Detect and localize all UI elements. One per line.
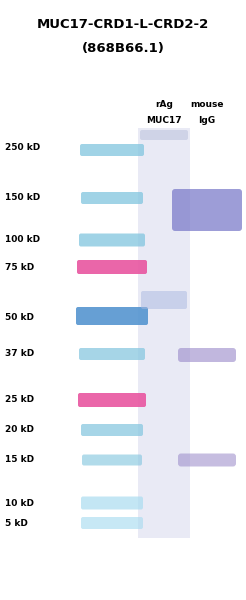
FancyBboxPatch shape — [178, 454, 236, 467]
Text: 37 kD: 37 kD — [5, 349, 34, 358]
FancyBboxPatch shape — [76, 307, 148, 325]
Text: 75 kD: 75 kD — [5, 263, 34, 271]
Text: (868B66.1): (868B66.1) — [82, 42, 164, 55]
FancyBboxPatch shape — [79, 348, 145, 360]
FancyBboxPatch shape — [77, 260, 147, 274]
FancyBboxPatch shape — [81, 424, 143, 436]
FancyBboxPatch shape — [78, 393, 146, 407]
Text: 100 kD: 100 kD — [5, 235, 40, 245]
FancyBboxPatch shape — [81, 497, 143, 509]
Text: IgG: IgG — [199, 116, 215, 125]
FancyBboxPatch shape — [178, 348, 236, 362]
FancyBboxPatch shape — [172, 189, 242, 231]
Text: 150 kD: 150 kD — [5, 193, 40, 202]
Text: 5 kD: 5 kD — [5, 518, 28, 527]
Text: 25 kD: 25 kD — [5, 395, 34, 404]
FancyBboxPatch shape — [141, 291, 187, 309]
Text: 50 kD: 50 kD — [5, 313, 34, 323]
Text: MUC17-CRD1-L-CRD2-2: MUC17-CRD1-L-CRD2-2 — [37, 18, 209, 31]
Text: mouse: mouse — [190, 100, 224, 109]
Text: 10 kD: 10 kD — [5, 499, 34, 508]
Text: 250 kD: 250 kD — [5, 143, 40, 152]
FancyBboxPatch shape — [80, 144, 144, 156]
Text: 15 kD: 15 kD — [5, 455, 34, 464]
Bar — [138, 128, 190, 538]
FancyBboxPatch shape — [140, 130, 188, 140]
Text: rAg: rAg — [155, 100, 173, 109]
Text: MUC17: MUC17 — [146, 116, 182, 125]
FancyBboxPatch shape — [82, 455, 142, 466]
FancyBboxPatch shape — [81, 192, 143, 204]
FancyBboxPatch shape — [79, 233, 145, 247]
Text: 20 kD: 20 kD — [5, 425, 34, 434]
FancyBboxPatch shape — [81, 517, 143, 529]
